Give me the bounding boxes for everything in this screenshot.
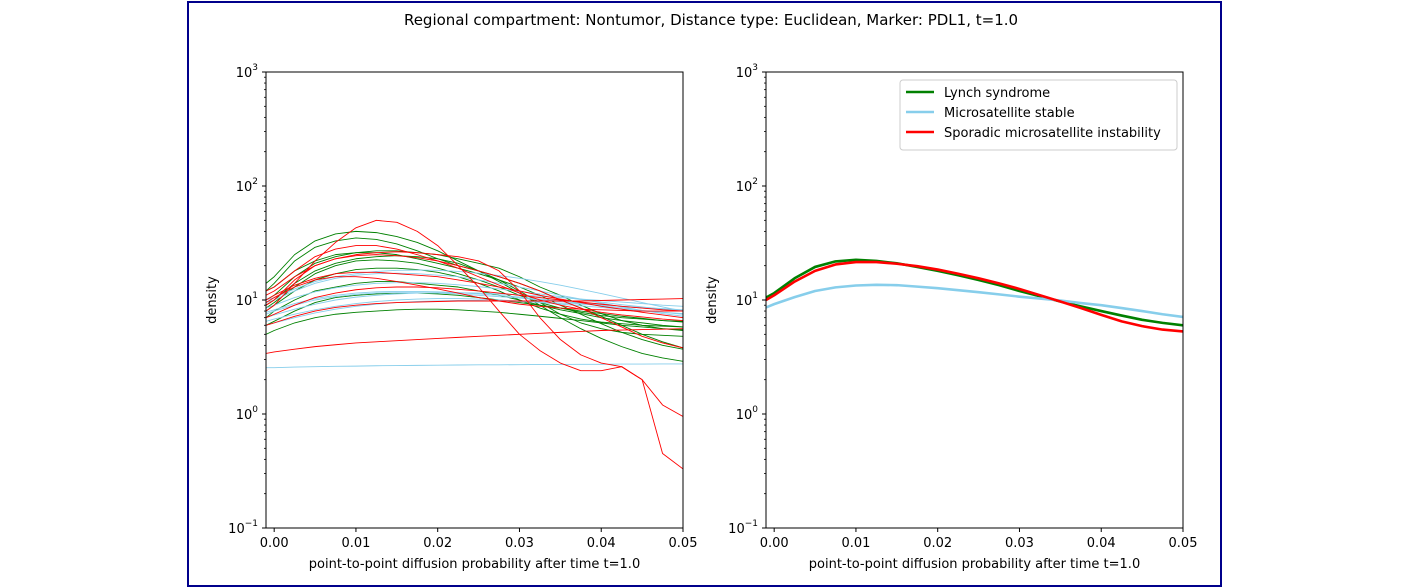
series-line-microsatellite-stable-1 <box>766 283 1183 319</box>
x-tick-label: 0.05 <box>669 536 698 551</box>
series-line-lynch-syndrome-2 <box>266 250 683 331</box>
x-axis-label: point-to-point diffusion probability aft… <box>809 557 1140 572</box>
series-line-lynch-syndrome-8 <box>266 252 683 350</box>
x-tick-label: 0.02 <box>423 536 452 551</box>
right-plot-panel: 0.00 0.01 0.02 0.03 0.04 0.05 10−1 100 101 102 103… <box>705 63 1197 572</box>
x-tick-label: 0.02 <box>923 536 952 551</box>
legend-box <box>899 79 1178 151</box>
series-line-sporadic-microsatellite-instability-23 <box>266 271 683 319</box>
legend-entry: Sporadic microsatellite instability <box>944 126 1161 141</box>
x-axis-label: point-to-point diffusion probability aft… <box>309 557 640 572</box>
series-line-microsatellite-stable-13 <box>266 282 683 312</box>
series-line-lynch-syndrome-5 <box>266 281 683 328</box>
series-line-microsatellite-stable-16 <box>266 300 683 326</box>
series-line-lynch-syndrome-4 <box>266 267 683 328</box>
series-line-lynch-syndrome-0 <box>766 258 1183 327</box>
y-axis-label: density <box>705 276 720 324</box>
series-line-lynch-syndrome-7 <box>266 308 683 335</box>
y-tick-label: 10−1 <box>228 519 258 537</box>
y-tick-label: 101 <box>736 291 758 309</box>
y-tick-label: 101 <box>236 291 258 309</box>
legend-entry: Lynch syndrome <box>944 86 1050 101</box>
y-tick-label: 100 <box>736 405 759 423</box>
y-axis-label: density <box>205 276 220 324</box>
y-tick-label: 102 <box>736 177 758 195</box>
series-line-sporadic-microsatellite-instability-2 <box>766 260 1183 333</box>
x-tick-label: 0.00 <box>260 536 289 551</box>
series-line-sporadic-microsatellite-instability-24 <box>266 286 683 319</box>
y-tick-label: 10−1 <box>728 519 758 537</box>
figure-frame <box>187 1 1222 587</box>
series-line-microsatellite-stable-11 <box>266 298 683 322</box>
y-tick-label: 103 <box>736 63 758 81</box>
x-tick-label: 0.03 <box>505 536 534 551</box>
series-lines <box>766 258 1183 333</box>
x-tick-label: 0.01 <box>841 536 870 551</box>
series-line-sporadic-microsatellite-instability-27 <box>266 276 683 312</box>
legend: Lynch syndrome Microsatellite stable Spora… <box>899 79 1178 151</box>
series-line-sporadic-microsatellite-instability-25 <box>266 245 683 322</box>
x-tick-label: 0.05 <box>1169 536 1198 551</box>
x-tick-label: 0.01 <box>341 536 370 551</box>
series-line-sporadic-microsatellite-instability-21 <box>266 328 683 354</box>
x-tick-label: 0.04 <box>1087 536 1116 551</box>
series-lines <box>266 219 683 470</box>
y-tick-label: 102 <box>236 177 258 195</box>
series-line-sporadic-microsatellite-instability-22 <box>266 254 683 349</box>
x-tick-label: 0.03 <box>1005 536 1034 551</box>
y-tick-label: 100 <box>236 405 259 423</box>
series-line-lynch-syndrome-0 <box>266 230 683 362</box>
series-line-lynch-syndrome-6 <box>266 292 683 326</box>
series-line-microsatellite-stable-18 <box>266 290 683 315</box>
series-line-sporadic-microsatellite-instability-26 <box>266 298 683 326</box>
left-plot-panel: 0.00 0.01 0.02 0.03 0.04 0.05 10−1 100 101 102 103… <box>205 63 697 572</box>
x-tick-label: 0.04 <box>587 536 616 551</box>
legend-entry: Microsatellite stable <box>944 106 1075 121</box>
x-tick-label: 0.00 <box>760 536 789 551</box>
series-line-sporadic-microsatellite-instability-20 <box>266 251 683 470</box>
y-tick-label: 103 <box>236 63 258 81</box>
figure-title: Regional compartment: Nontumor, Distance… <box>404 11 1018 29</box>
series-line-sporadic-microsatellite-instability-19 <box>266 219 683 417</box>
series-line-microsatellite-stable-10 <box>266 363 683 369</box>
